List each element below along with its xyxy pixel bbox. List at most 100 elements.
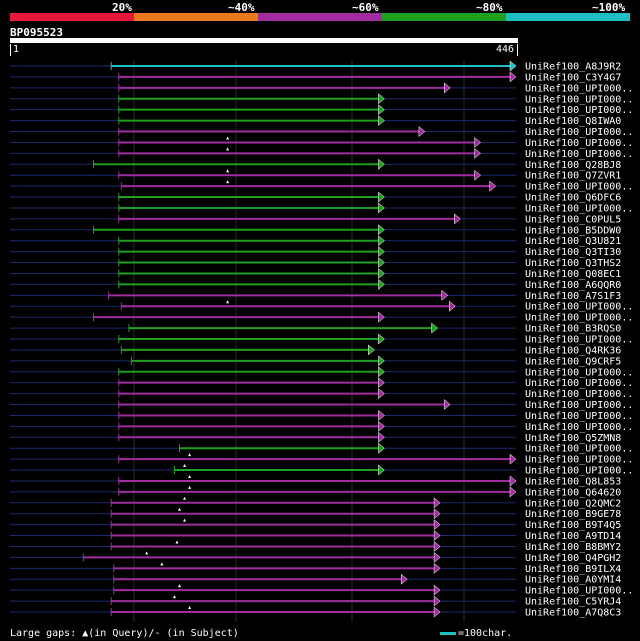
percent-label-60: ~60% [352, 1, 379, 14]
hit-arrowhead [433, 497, 441, 509]
hit-arrowhead [433, 508, 441, 520]
hit-arrowhead [509, 60, 517, 72]
gap-marker-icon [178, 507, 182, 511]
color-key-orange [134, 13, 258, 21]
hit-label[interactable]: UniRef100_UPI000.. [525, 313, 633, 324]
hit-label[interactable]: UniRef100_Q3U821 [525, 236, 621, 247]
hit-label[interactable]: UniRef100_UPI000.. [525, 182, 633, 193]
hit-label[interactable]: UniRef100_UPI000.. [525, 127, 633, 138]
hit-label[interactable]: UniRef100_B9GE78 [525, 509, 621, 520]
hit-label[interactable]: UniRef100_Q8IWA0 [525, 116, 621, 127]
hit-label[interactable]: UniRef100_UPI000.. [525, 105, 633, 116]
hit-arrowhead [433, 540, 441, 553]
hit-label[interactable]: UniRef100_A7Q8C3 [525, 608, 621, 619]
gap-marker-icon [188, 606, 192, 609]
gap-marker-icon [226, 300, 230, 304]
hit-label[interactable]: UniRef100_Q5ZMN8 [525, 433, 621, 444]
hit-label[interactable]: UniRef100_UPI000.. [525, 203, 633, 214]
hit-label[interactable]: UniRef100_A6QQR0 [525, 280, 621, 291]
hit-arrowhead [378, 442, 385, 454]
hit-label[interactable]: UniRef100_Q8L853 [525, 476, 621, 487]
hit-label[interactable]: UniRef100_UPI000.. [525, 302, 633, 313]
hit-label[interactable]: UniRef100_B9ILX4 [525, 564, 621, 575]
color-key-green [382, 13, 506, 21]
scale-legend-bar [440, 632, 456, 635]
hit-label[interactable]: UniRef100_UPI000.. [525, 389, 633, 400]
hit-label[interactable]: UniRef100_A8J9R2 [525, 62, 621, 73]
hit-arrowhead [378, 93, 385, 105]
hit-label[interactable]: UniRef100_UPI000.. [525, 466, 633, 477]
gaps-legend: Large gaps: ▲(in Query)/- (in Subject) [10, 628, 239, 639]
hit-arrowhead [489, 180, 497, 192]
hit-label[interactable]: UniRef100_Q6DFC6 [525, 193, 621, 204]
hit-label[interactable]: UniRef100_Q4PGH2 [525, 553, 621, 564]
hit-label[interactable]: UniRef100_UPI000.. [525, 367, 633, 378]
hit-arrowhead [433, 519, 441, 531]
hit-label[interactable]: UniRef100_UPI000.. [525, 455, 633, 466]
hit-label[interactable]: UniRef100_A7S1F3 [525, 291, 621, 302]
hit-arrowhead [400, 573, 408, 585]
hit-label[interactable]: UniRef100_A0YMI4 [525, 575, 621, 586]
hit-label[interactable]: UniRef100_C0PUL5 [525, 214, 621, 225]
hit-label[interactable]: UniRef100_Q64620 [525, 487, 621, 498]
hit-label[interactable]: UniRef100_Q3THS2 [525, 258, 621, 269]
hit-label[interactable]: UniRef100_UPI000.. [525, 94, 633, 105]
hit-label[interactable]: UniRef100_UPI000.. [525, 149, 633, 160]
hit-arrowhead [378, 235, 385, 247]
hit-label[interactable]: UniRef100_Q2QMC2 [525, 498, 621, 509]
hit-label[interactable]: UniRef100_Q9CRF5 [525, 356, 621, 367]
query-id: BP095523 [10, 26, 63, 39]
hit-arrowhead [474, 147, 481, 159]
hit-arrowhead [509, 475, 517, 487]
hit-label[interactable]: UniRef100_Q4RK36 [525, 345, 621, 356]
hit-arrowhead [418, 125, 426, 138]
hit-label[interactable]: UniRef100_UPI000.. [525, 444, 633, 455]
gap-marker-icon [172, 595, 176, 599]
hit-arrowhead [378, 267, 385, 280]
hit-label[interactable]: UniRef100_Q28BJ8 [525, 160, 621, 171]
hit-arrowhead [431, 322, 438, 334]
hit-arrowhead [378, 257, 385, 269]
hit-alignment-graph: UniRef100_A8J9R2UniRef100_C3Y4G7UniRef10… [10, 60, 633, 622]
hit-label[interactable]: UniRef100_Q7ZVR1 [525, 171, 621, 182]
hit-label[interactable]: UniRef100_UPI000.. [525, 422, 633, 433]
hit-label[interactable]: UniRef100_A9TD14 [525, 531, 621, 542]
hit-label[interactable]: UniRef100_UPI000.. [525, 83, 633, 94]
hit-arrowhead [509, 71, 517, 83]
hit-label[interactable]: UniRef100_C5YRJ4 [525, 597, 621, 608]
hit-arrowhead [378, 278, 385, 290]
hit-label[interactable]: UniRef100_Q08EC1 [525, 269, 621, 280]
hit-label[interactable]: UniRef100_B9T4Q5 [525, 520, 621, 531]
hit-label[interactable]: UniRef100_B5DDW0 [525, 225, 621, 236]
ruler-end: 446 [496, 44, 515, 55]
hit-arrowhead [378, 158, 385, 170]
gap-marker-icon [226, 147, 230, 151]
hit-label[interactable]: UniRef100_B3RQS0 [525, 324, 621, 335]
gap-marker-icon [183, 464, 187, 468]
hit-arrowhead [443, 398, 451, 411]
hit-arrowhead [443, 82, 451, 94]
hit-arrowhead [433, 606, 441, 618]
percent-label-20: 20% [112, 1, 132, 14]
hit-label[interactable]: UniRef100_UPI000.. [525, 400, 633, 411]
hit-label[interactable]: UniRef100_Q3TI30 [525, 247, 621, 258]
hit-arrowhead [441, 289, 449, 301]
scale-legend: =100char. [458, 628, 513, 639]
hit-label[interactable]: UniRef100_C3Y4G7 [525, 72, 621, 83]
hit-arrowhead [378, 224, 385, 236]
hit-arrowhead [378, 202, 385, 214]
gap-marker-icon [188, 453, 192, 457]
hit-arrowhead [433, 595, 441, 607]
hit-label[interactable]: UniRef100_B8BMY2 [525, 542, 621, 553]
color-key-cyan [506, 13, 630, 21]
gap-marker-icon [226, 136, 230, 140]
gap-marker-icon [183, 496, 187, 500]
hit-label[interactable]: UniRef100_UPI000.. [525, 335, 633, 346]
hit-arrowhead [378, 464, 385, 476]
hit-label[interactable]: UniRef100_UPI000.. [525, 138, 633, 149]
gap-marker-icon [145, 551, 149, 555]
hit-label[interactable]: UniRef100_UPI000.. [525, 586, 633, 597]
gap-marker-icon [178, 584, 182, 588]
hit-label[interactable]: UniRef100_UPI000.. [525, 411, 633, 422]
hit-label[interactable]: UniRef100_UPI000.. [525, 378, 633, 389]
